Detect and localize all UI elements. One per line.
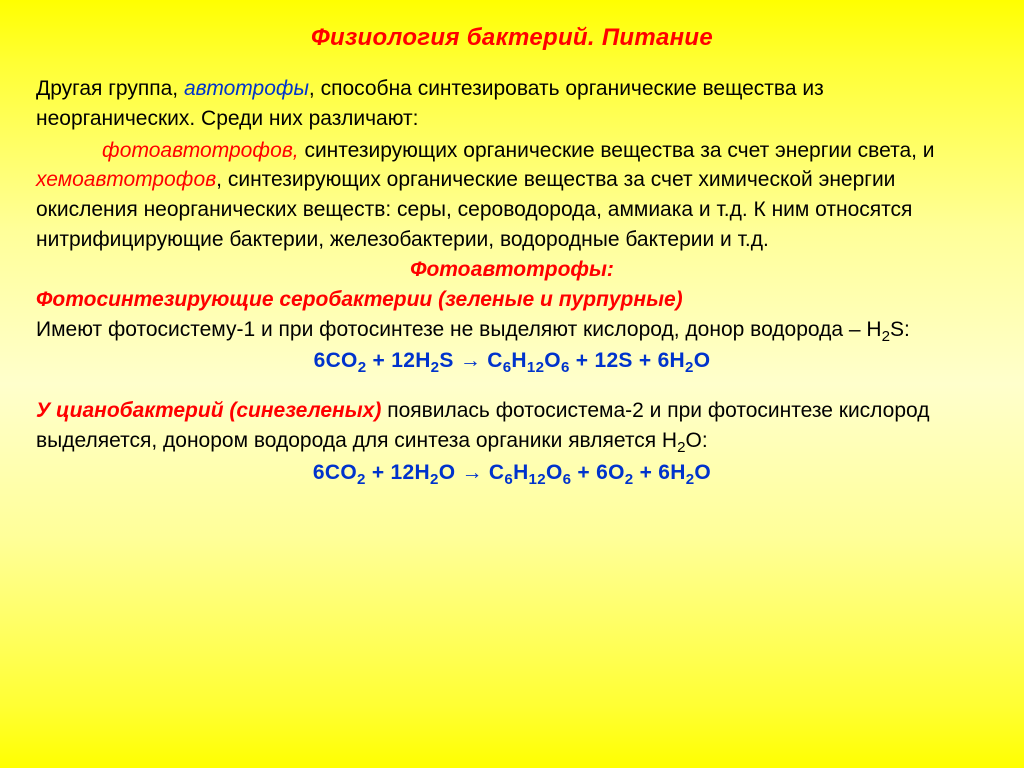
heading-serobacteria: Фотосинтезирующие серобактерии (зеленые …	[36, 285, 988, 315]
sero-text: Имеют фотосистему-1 и при фотосинтезе не…	[36, 315, 988, 345]
section-photoautotrophs: Фотоавтотрофы:	[36, 255, 988, 285]
sero-text-1: Имеют фотосистему-1 и при фотосинтезе не…	[36, 318, 882, 341]
heading-cyanobacteria: У цианобактерий (синезеленых)	[36, 399, 381, 422]
slide-title: Физиология бактерий. Питание	[36, 24, 988, 52]
cyano-sub-2: 2	[677, 439, 685, 456]
subtypes-paragraph: фотоавтотрофов, синтезирующих органическ…	[36, 136, 988, 255]
formula-sero: 6CO2 + 12H2S → C6H12O6 + 12S + 6H2O	[36, 346, 988, 376]
intro-lead: Другая группа,	[36, 77, 184, 100]
photo-def: синтезирующих органические вещества за с…	[299, 139, 935, 162]
term-autotrophs: автотрофы	[184, 77, 309, 100]
term-chemoautotrophs: хемоавтотрофов	[36, 168, 216, 191]
cyano-paragraph: У цианобактерий (синезеленых) появилась …	[36, 396, 988, 456]
term-photoautotrophs: фотоавтотрофов,	[102, 139, 299, 162]
slide-content: Другая группа, автотрофы, способна синте…	[36, 74, 988, 488]
intro-paragraph: Другая группа, автотрофы, способна синте…	[36, 74, 988, 134]
sero-sub-2: 2	[882, 328, 890, 345]
sero-text-2: S:	[890, 318, 910, 341]
cyano-text-2: O:	[686, 429, 708, 452]
formula-cyano: 6CO2 + 12H2O → C6H12O6 + 6O2 + 6H2O	[36, 458, 988, 488]
